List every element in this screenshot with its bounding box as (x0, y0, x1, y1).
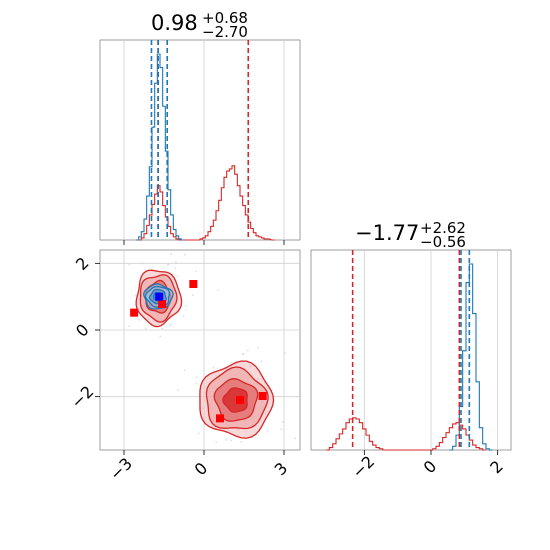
sample-point (266, 429, 269, 432)
sample-point (183, 369, 186, 372)
sample-point (281, 421, 284, 424)
grid-lines (123, 40, 285, 240)
sample-point (128, 325, 131, 328)
quantile-lines (351, 250, 471, 450)
sample-point (176, 275, 179, 278)
marginal-panel-param-2: −2 0 2 −1.77 +2.62 −0.56 (310, 219, 512, 482)
x-tick-label: 0 (191, 459, 212, 480)
grid-lines (100, 250, 300, 450)
y-tick-label: −2 (67, 382, 97, 412)
histogram-series-1 (326, 417, 486, 451)
histogram-series-group (136, 53, 275, 241)
sample-point (134, 294, 137, 297)
sample-point (184, 305, 187, 308)
sample-point (177, 389, 180, 392)
sample-point (192, 294, 194, 297)
sample-point (197, 432, 200, 435)
x-axis-ticks: −3 0 3 (106, 450, 291, 484)
sample-point (195, 376, 198, 379)
histogram-series-2 (449, 263, 493, 451)
x-tick-label: 0 (420, 457, 441, 478)
marginal-panel-param-1: 0.98 +0.68 −2.70 (99, 9, 301, 245)
title-value: 0.98 (151, 11, 198, 35)
sample-point (246, 349, 249, 352)
quantile-lines (150, 40, 250, 240)
y-tick-label: 2 (72, 253, 93, 274)
sample-point (284, 351, 287, 354)
sample-point (170, 253, 172, 256)
square-marker (216, 414, 224, 423)
square-marker (155, 292, 164, 301)
histogram-series-group (326, 263, 493, 451)
square-marker (258, 392, 267, 400)
sample-point (174, 267, 177, 270)
sample-point (294, 437, 297, 440)
sample-point (195, 382, 198, 385)
square-marker (189, 280, 198, 288)
sample-point (225, 439, 228, 441)
x-tick-label: 3 (271, 459, 292, 480)
sample-point (240, 441, 243, 443)
sample-point (217, 289, 219, 291)
sample-point (184, 253, 186, 256)
x-tick-label: 2 (486, 457, 507, 478)
sample-point (138, 319, 141, 321)
panel-frame (310, 249, 512, 451)
sample-point (195, 270, 197, 273)
grid-lines (363, 250, 499, 450)
title-plus: +0.68 (202, 9, 248, 27)
contour-level-4 (222, 387, 248, 413)
x-axis-ticks: −2 0 2 (348, 450, 507, 482)
sample-point (215, 441, 218, 444)
histogram-series-2 (136, 53, 184, 241)
square-marker (158, 300, 167, 308)
sample-point (182, 315, 185, 317)
sample-point (141, 262, 143, 265)
sample-point (216, 367, 219, 370)
sample-point (144, 327, 147, 330)
title-minus: −2.70 (202, 23, 248, 41)
title-minus: −0.56 (420, 233, 466, 251)
x-tick-label: −3 (106, 454, 136, 484)
histogram-series-1 (138, 165, 275, 241)
sample-point (260, 360, 263, 363)
sample-point (256, 346, 259, 349)
sample-point (126, 240, 128, 242)
sample-point (212, 366, 215, 369)
sample-point (168, 325, 171, 328)
sample-point (170, 323, 172, 326)
panel-frame (99, 39, 301, 241)
square-marker (130, 308, 139, 317)
sample-point (161, 327, 164, 330)
contour-group (126, 240, 297, 444)
joint-panel: −3 0 3 −2 0 2 (67, 240, 301, 484)
panel-frame (99, 249, 301, 451)
title-plus: +2.62 (420, 219, 466, 237)
sample-point (230, 361, 233, 364)
x-axis-ticks (123, 240, 285, 245)
sample-point (167, 263, 169, 265)
title-value: −1.77 (355, 221, 419, 245)
y-tick-label: 0 (72, 320, 93, 341)
marker-group (130, 280, 267, 423)
x-tick-label: −2 (348, 452, 378, 482)
y-axis-ticks: −2 0 2 (67, 253, 100, 412)
sample-point (230, 439, 233, 442)
sample-point (174, 261, 177, 264)
sample-point (159, 335, 162, 338)
sample-point (128, 263, 131, 266)
square-marker (236, 396, 244, 404)
sample-point (280, 428, 283, 431)
sample-point (242, 353, 244, 355)
